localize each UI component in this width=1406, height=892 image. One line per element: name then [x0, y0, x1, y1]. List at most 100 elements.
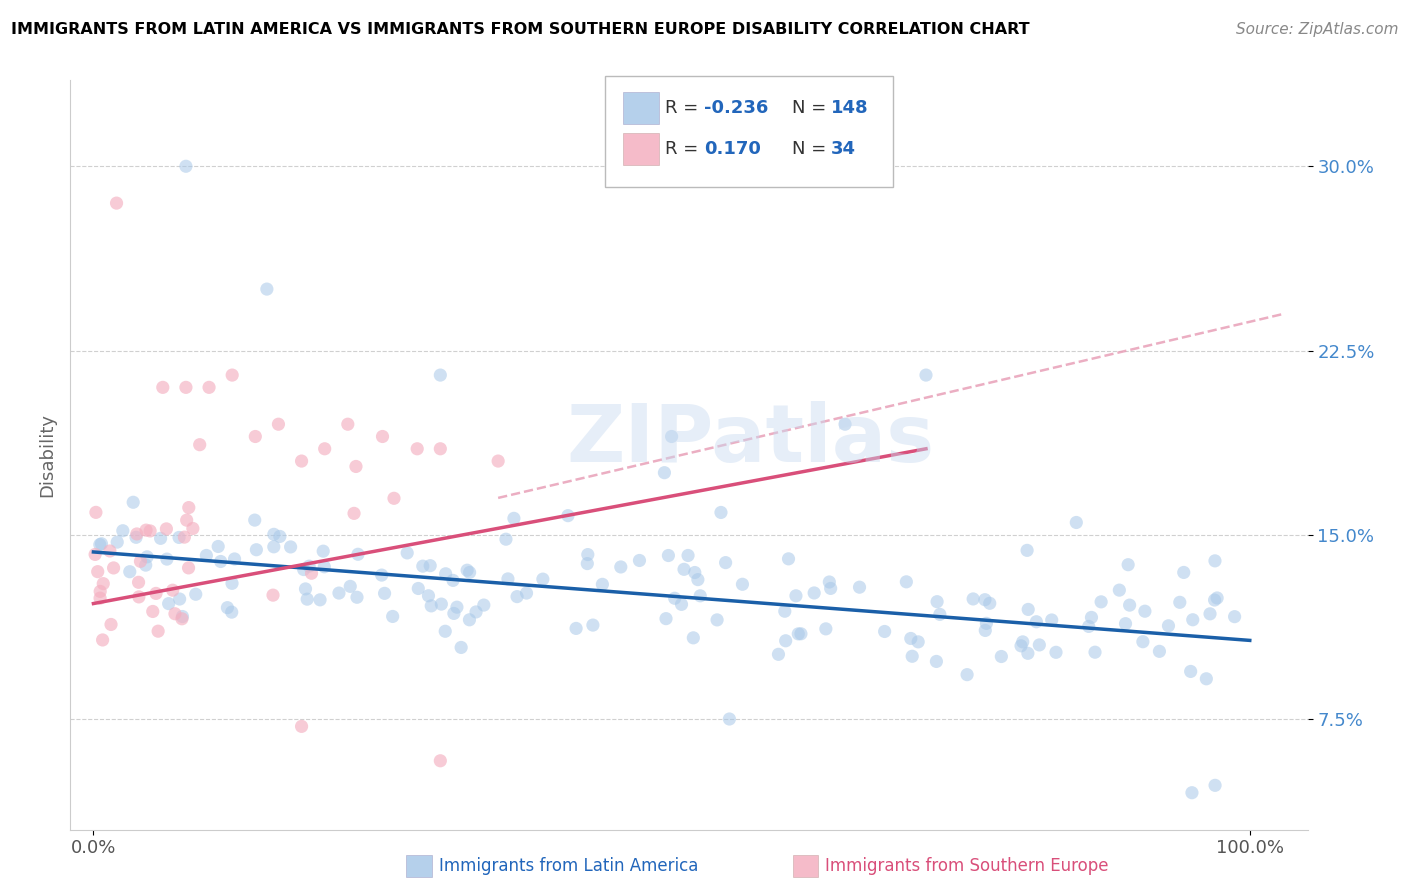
Point: [1204, 554, 1226, 568]
Point: [309, 592, 332, 607]
Point: [290, 454, 312, 468]
Point: [974, 624, 997, 638]
Point: [1157, 619, 1180, 633]
Point: [434, 566, 457, 581]
Point: [224, 552, 246, 566]
Point: [818, 574, 841, 589]
Point: [1206, 591, 1229, 605]
Text: 0.170: 0.170: [704, 140, 761, 158]
Point: [773, 604, 796, 618]
Point: [103, 561, 125, 575]
Point: [382, 491, 405, 506]
Point: [371, 429, 394, 443]
Point: [346, 591, 368, 605]
Point: [155, 522, 177, 536]
Point: [162, 583, 184, 598]
Point: [820, 582, 842, 596]
Point: [1199, 607, 1222, 621]
Point: [531, 572, 554, 586]
Point: [1010, 639, 1032, 653]
Point: [1132, 634, 1154, 648]
Point: [135, 523, 157, 537]
Point: [506, 590, 529, 604]
Point: [907, 635, 929, 649]
Point: [209, 554, 232, 568]
Point: [280, 540, 302, 554]
Point: [269, 529, 291, 543]
Point: [100, 617, 122, 632]
Point: [328, 586, 350, 600]
Point: [221, 368, 243, 382]
Point: [139, 524, 162, 538]
Point: [1181, 786, 1204, 800]
Point: [979, 596, 1001, 610]
Point: [450, 640, 472, 655]
Point: [173, 530, 195, 544]
Point: [245, 542, 267, 557]
Point: [136, 549, 159, 564]
Point: [167, 531, 190, 545]
Point: [298, 559, 321, 574]
Point: [1133, 604, 1156, 618]
Point: [689, 589, 711, 603]
Point: [610, 560, 633, 574]
Point: [125, 527, 148, 541]
Point: [176, 513, 198, 527]
Point: [778, 551, 800, 566]
Point: [814, 622, 837, 636]
Point: [152, 380, 174, 394]
Point: [1180, 665, 1202, 679]
Point: [89, 584, 111, 599]
Point: [347, 547, 370, 561]
Point: [557, 508, 579, 523]
Point: [465, 605, 488, 619]
Text: -0.236: -0.236: [704, 99, 769, 117]
Point: [301, 566, 323, 581]
Point: [503, 511, 526, 525]
Point: [495, 532, 517, 546]
Point: [654, 466, 676, 480]
Point: [430, 597, 453, 611]
Point: [406, 442, 429, 456]
Point: [731, 577, 754, 591]
Point: [170, 612, 193, 626]
Point: [267, 417, 290, 432]
Point: [1040, 613, 1063, 627]
Point: [129, 554, 152, 568]
Point: [873, 624, 896, 639]
Text: N =: N =: [792, 99, 831, 117]
Point: [990, 649, 1012, 664]
Point: [915, 368, 938, 382]
Point: [181, 521, 204, 535]
Point: [655, 612, 678, 626]
Point: [84, 505, 107, 519]
Point: [1080, 610, 1102, 624]
Point: [661, 429, 683, 443]
Point: [89, 538, 111, 552]
Point: [1017, 646, 1039, 660]
Text: ZIPatlas: ZIPatlas: [567, 401, 935, 479]
Point: [314, 442, 336, 456]
Text: R =: R =: [665, 140, 704, 158]
Point: [925, 595, 948, 609]
Point: [336, 417, 359, 432]
Point: [221, 605, 243, 619]
Point: [374, 586, 396, 600]
Point: [84, 548, 107, 562]
Point: [456, 563, 478, 577]
Point: [429, 754, 451, 768]
Point: [925, 655, 948, 669]
Point: [207, 540, 229, 554]
Point: [458, 566, 481, 580]
Point: [1108, 583, 1130, 598]
Point: [429, 442, 451, 456]
Point: [1011, 635, 1033, 649]
Point: [714, 556, 737, 570]
Point: [1149, 644, 1171, 658]
Point: [775, 633, 797, 648]
Point: [664, 591, 686, 606]
Point: [565, 622, 588, 636]
Point: [790, 627, 813, 641]
Point: [576, 548, 599, 562]
Point: [174, 159, 197, 173]
